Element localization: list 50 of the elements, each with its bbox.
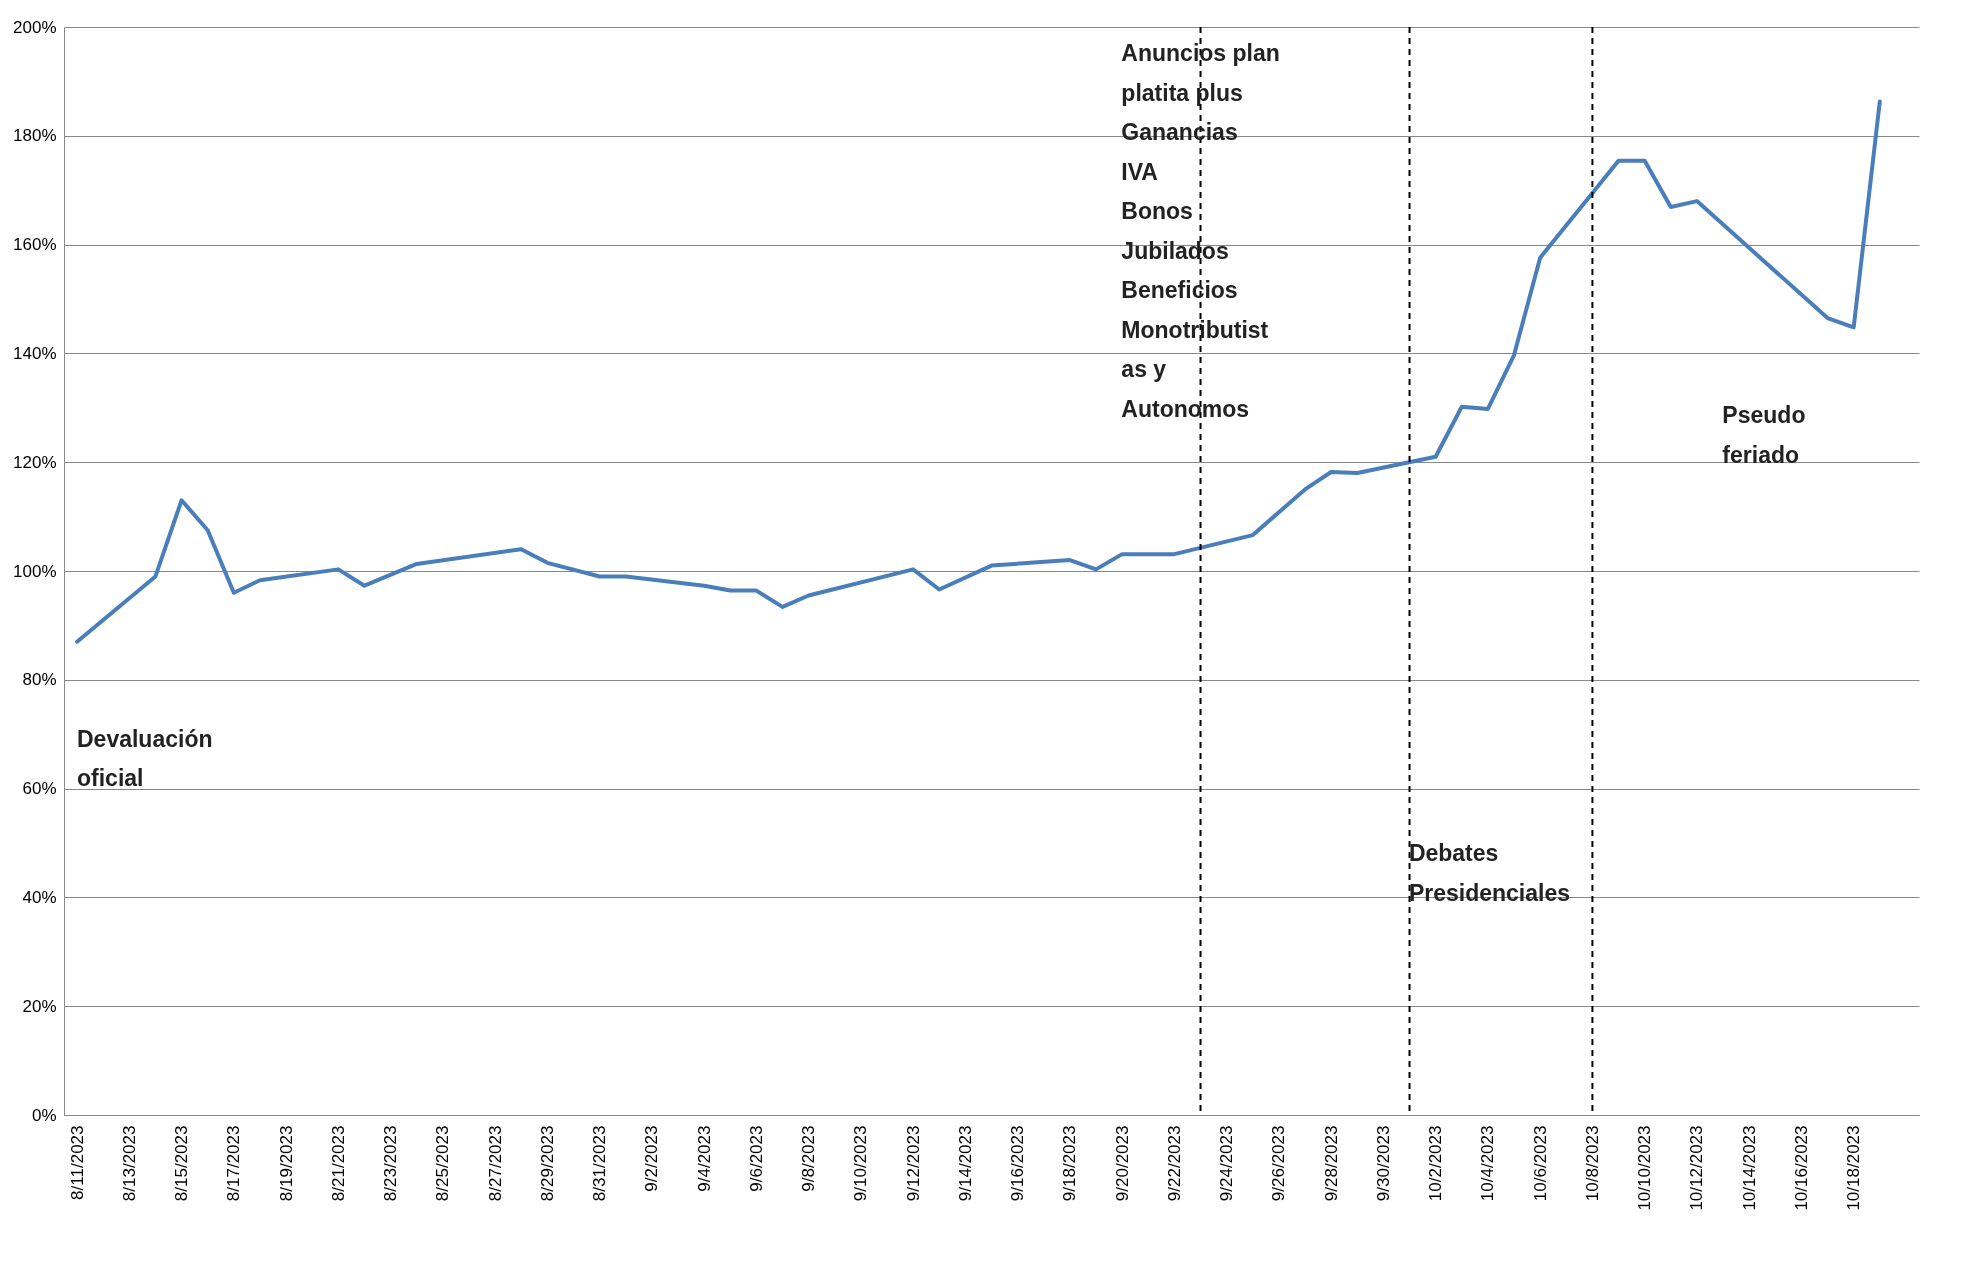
x-tick-label: 8/11/2023 [67, 1125, 87, 1200]
x-tick-label: 9/24/2023 [1217, 1125, 1237, 1202]
x-tick-label: 10/18/2023 [1844, 1125, 1864, 1211]
y-tick-label: 200% [13, 17, 57, 37]
x-tick-label: 8/13/2023 [119, 1125, 139, 1202]
x-tick-label: 9/4/2023 [694, 1125, 714, 1192]
x-tick-label: 10/16/2023 [1791, 1125, 1811, 1211]
x-tick-label: 9/30/2023 [1373, 1125, 1393, 1202]
x-tick-label: 9/12/2023 [903, 1125, 923, 1202]
y-tick-label: 100% [13, 561, 57, 581]
x-tick-label: 10/12/2023 [1687, 1125, 1707, 1211]
x-tick-label: 8/15/2023 [172, 1125, 192, 1202]
x-tick-label: 8/23/2023 [381, 1125, 401, 1202]
x-tick-label: 9/14/2023 [955, 1125, 975, 1202]
x-tick-label: 9/22/2023 [1164, 1125, 1184, 1202]
y-tick-label: 120% [13, 452, 57, 472]
x-tick-label: 8/29/2023 [537, 1125, 557, 1202]
annotation: Devaluación oficial [76, 725, 213, 792]
text: Anuncios plan platita plus Ganancias IVA Bonos Jubilados Beneficios Monotributist as y Autonomos [1121, 40, 1280, 422]
x-tick-label: 9/2/2023 [642, 1125, 662, 1192]
x-tick-label: 10/2/2023 [1426, 1125, 1446, 1202]
x-tick-label: 9/18/2023 [1060, 1125, 1080, 1202]
annotation: Debates Presidenciales [1408, 840, 1570, 906]
x-tick-label: 9/26/2023 [1269, 1125, 1289, 1202]
x-tick-label: 9/8/2023 [799, 1125, 819, 1192]
y-tick-label: 40% [22, 887, 57, 907]
x-tick-label: 8/31/2023 [590, 1125, 610, 1202]
x-tick-label: 8/25/2023 [433, 1125, 453, 1202]
x-tick-label: 9/6/2023 [746, 1125, 766, 1192]
x-tick-label: 9/20/2023 [1112, 1125, 1132, 1202]
x-tick-label: 10/14/2023 [1739, 1125, 1759, 1211]
y-tick-label: 20% [22, 996, 57, 1016]
annotation: Pseudo feriado [1722, 402, 1806, 468]
x-tick-label: 8/17/2023 [224, 1125, 244, 1202]
y-tick-label: 80% [22, 670, 57, 690]
y-tick-label: 180% [13, 126, 57, 146]
x-tick-label: 10/8/2023 [1582, 1125, 1602, 1202]
x-tick-label: 10/4/2023 [1478, 1125, 1498, 1202]
x-tick-label: 8/19/2023 [276, 1125, 296, 1202]
y-tick-label: 60% [22, 779, 57, 799]
x-tick-label: 8/21/2023 [328, 1125, 348, 1202]
y-tick-label: 0% [31, 1105, 57, 1125]
y-tick-label: 160% [13, 235, 57, 255]
x-tick-label: 9/10/2023 [851, 1125, 871, 1202]
x-tick-label: 8/27/2023 [485, 1125, 505, 1202]
x-tick-label: 9/16/2023 [1008, 1125, 1028, 1202]
x-tick-label: 10/10/2023 [1635, 1125, 1655, 1211]
x-tick-label: 9/28/2023 [1321, 1125, 1341, 1202]
y-tick-label: 140% [13, 343, 57, 363]
x-tick-label: 10/6/2023 [1530, 1125, 1550, 1202]
